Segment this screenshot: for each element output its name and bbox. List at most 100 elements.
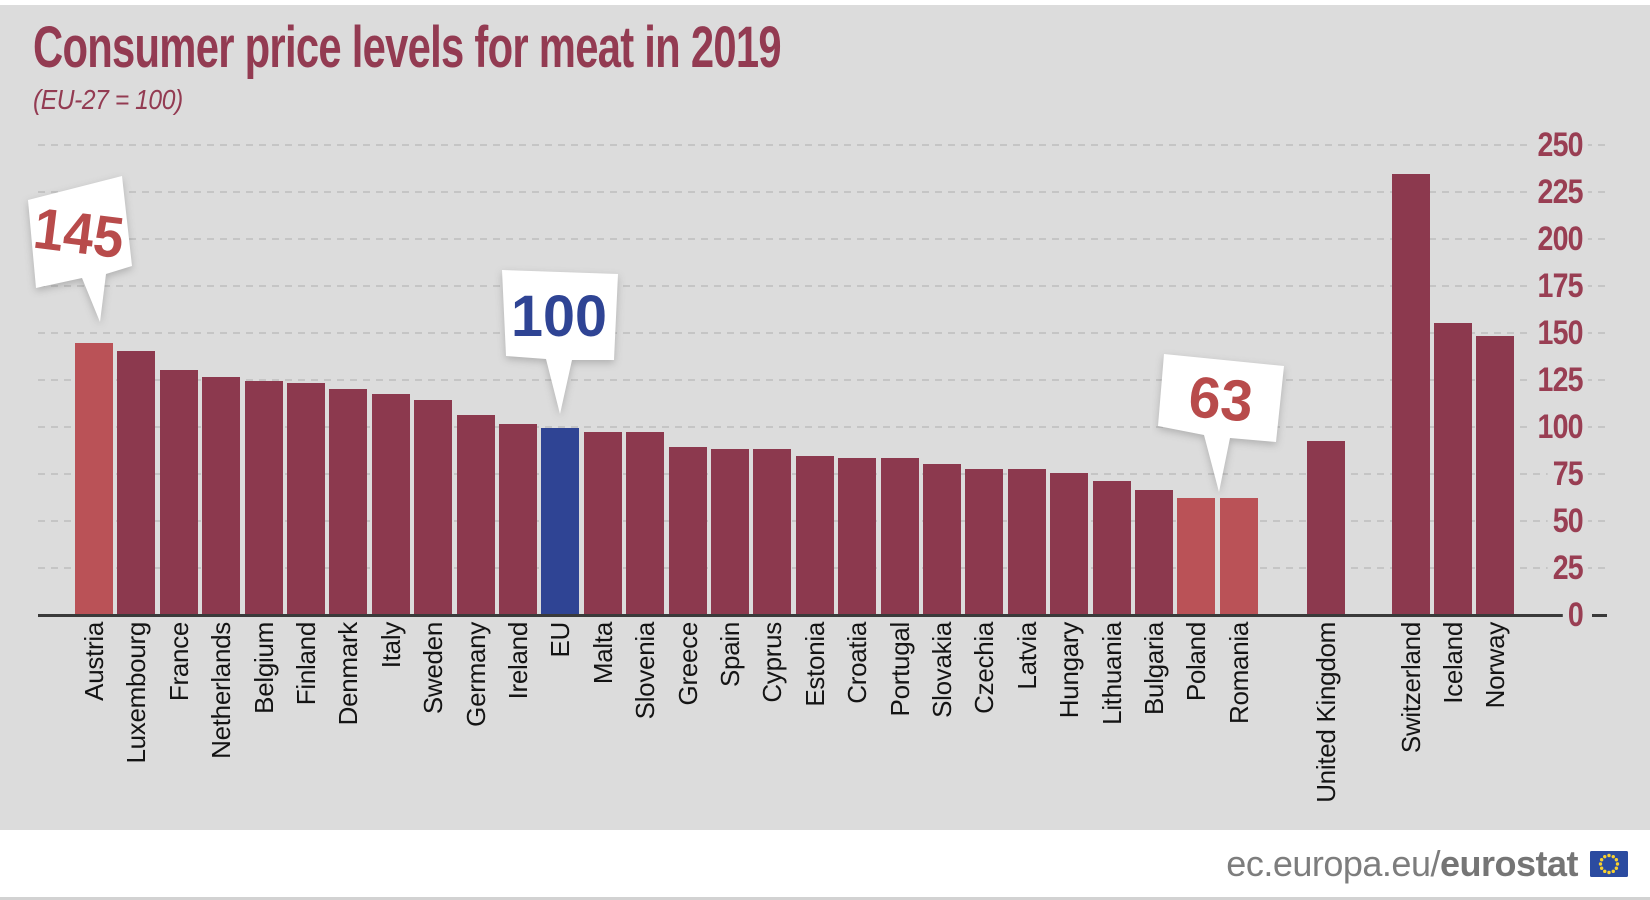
x-label-greece: Greece (672, 622, 703, 706)
bar-portugal (880, 458, 919, 616)
bar-romania (1219, 497, 1258, 616)
x-label-poland: Poland (1181, 622, 1212, 702)
bar-denmark (329, 388, 368, 616)
x-label-lithuania: Lithuania (1096, 622, 1127, 725)
bar-france (159, 369, 198, 616)
gridline-250 (38, 144, 1606, 146)
footer-bar: ec.europa.eu/eurostat (0, 830, 1650, 897)
x-label-estonia: Estonia (799, 622, 830, 707)
chart-subtitle: (EU-27 = 100) (33, 84, 183, 115)
gridline-150 (38, 332, 1606, 334)
bar-bulgaria (1135, 490, 1173, 616)
x-label-iceland: Iceland (1437, 622, 1468, 704)
bar-eu (541, 428, 580, 616)
x-label-czechia: Czechia (969, 622, 1000, 714)
callout-bubble (502, 270, 618, 414)
x-label-croatia: Croatia (842, 622, 873, 704)
y-tick-100: 100 (1532, 408, 1588, 446)
callout-eu-100: 100 (502, 270, 618, 414)
callout-value: 63 (1186, 364, 1255, 434)
x-label-france: France (163, 622, 194, 702)
bar-estonia (795, 456, 834, 616)
zero-tick-dash (1592, 614, 1607, 617)
gridline-125 (38, 379, 1606, 381)
bar-ireland (499, 424, 537, 616)
x-label-spain: Spain (715, 622, 745, 687)
gridline-175 (38, 285, 1606, 287)
gridline-200 (38, 238, 1606, 240)
x-label-united-kingdom: United Kingdom (1311, 622, 1341, 803)
y-tick-125: 125 (1532, 361, 1588, 399)
callout-poland-romania-63: 63 (1158, 354, 1284, 492)
bar-austria (75, 343, 113, 616)
y-tick-50: 50 (1547, 502, 1588, 540)
bar-greece (668, 446, 707, 616)
bar-luxembourg (117, 350, 156, 616)
callout-austria-145: 145 (28, 176, 132, 322)
x-label-hungary: Hungary (1054, 622, 1085, 719)
bar-latvia (1007, 469, 1046, 616)
gridline-100 (38, 426, 1606, 428)
footer-url-regular: ec.europa.eu/ (1226, 842, 1440, 884)
x-label-belgium: Belgium (248, 622, 279, 714)
x-label-sweden: Sweden (418, 622, 449, 715)
y-tick-75: 75 (1547, 455, 1588, 493)
y-tick-25: 25 (1547, 549, 1588, 587)
x-label-germany: Germany (460, 622, 491, 727)
gridline-225 (38, 191, 1606, 193)
top-white-strip (0, 0, 1650, 5)
eu-flag-stars (1598, 853, 1620, 874)
x-label-italy: Italy (375, 622, 406, 669)
bar-malta (583, 431, 622, 616)
bar-netherlands (202, 377, 241, 616)
y-tick-175: 175 (1532, 267, 1588, 305)
bar-lithuania (1092, 480, 1131, 616)
x-label-ireland: Ireland (503, 622, 533, 700)
y-tick-0: 0 (1562, 596, 1588, 634)
x-label-eu: EU (545, 622, 576, 658)
bar-croatia (838, 458, 877, 616)
x-label-austria: Austria (79, 622, 109, 701)
bottom-gray-strip (0, 897, 1650, 900)
y-tick-250: 250 (1532, 126, 1588, 164)
y-tick-150: 150 (1532, 314, 1588, 352)
y-tick-200: 200 (1532, 220, 1588, 258)
bar-sweden (414, 399, 453, 616)
footer-url: ec.europa.eu/eurostat (1226, 843, 1578, 885)
x-label-romania: Romania (1223, 622, 1254, 724)
bar-slovenia (626, 431, 665, 616)
bar-cyprus (753, 448, 792, 616)
bar-slovakia (923, 463, 961, 616)
bar-belgium (244, 381, 283, 616)
bar-germany (456, 414, 495, 616)
x-label-slovenia: Slovenia (630, 622, 661, 720)
callout-value: 145 (30, 196, 127, 271)
callout-bubble (28, 176, 132, 322)
bar-switzerland (1391, 174, 1430, 616)
callout-value: 100 (511, 284, 607, 349)
chart-title: Consumer price levels for meat in 2019 (33, 15, 782, 80)
x-label-slovakia: Slovakia (927, 622, 957, 718)
bar-spain (711, 448, 749, 616)
bar-norway (1476, 335, 1515, 616)
bar-iceland (1433, 322, 1472, 616)
x-label-cyprus: Cyprus (757, 622, 788, 703)
bar-czechia (965, 469, 1004, 616)
callout-bubble (1158, 354, 1284, 492)
bar-finland (287, 382, 325, 616)
eu-flag-icon (1590, 850, 1628, 877)
x-axis-line (38, 614, 1572, 617)
bar-hungary (1050, 473, 1089, 616)
x-label-denmark: Denmark (333, 622, 364, 726)
x-label-portugal: Portugal (884, 622, 915, 717)
x-label-netherlands: Netherlands (206, 622, 237, 759)
bar-poland (1177, 497, 1216, 616)
footer-url-bold: eurostat (1439, 842, 1579, 884)
x-label-latvia: Latvia (1011, 622, 1042, 690)
bar-united-kingdom (1307, 441, 1345, 616)
x-label-finland: Finland (291, 622, 321, 706)
x-label-luxembourg: Luxembourg (121, 622, 152, 764)
x-label-malta: Malta (587, 622, 618, 685)
y-tick-225: 225 (1532, 173, 1588, 211)
